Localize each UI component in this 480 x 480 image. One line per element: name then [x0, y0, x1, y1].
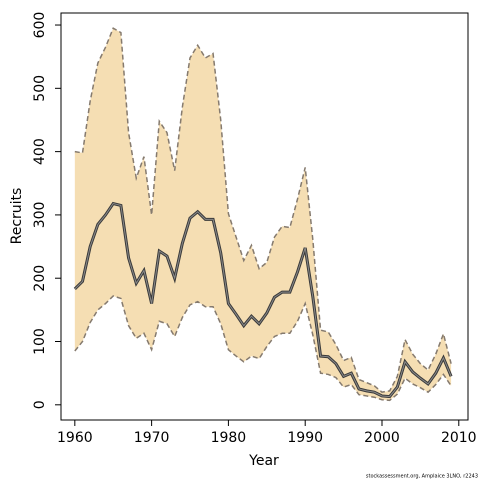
x-axis-label: Year — [248, 453, 279, 469]
plot-frame — [60, 12, 469, 421]
x-tick-label: 1980 — [211, 430, 247, 446]
x-tick-label: 2000 — [364, 430, 400, 446]
confidence-band — [74, 28, 452, 401]
y-tick-label: 300 — [32, 202, 48, 229]
x-tick-label: 1990 — [287, 430, 323, 446]
y-tick-label: 400 — [32, 138, 48, 165]
footnote: stockassessment.org, Amplaice 3LNO, r224… — [366, 474, 478, 480]
y-tick-label: 0 — [32, 400, 48, 409]
x-tick-label: 1970 — [134, 430, 170, 446]
y-axis-label: Recruits — [9, 188, 25, 245]
y-tick-label: 200 — [32, 265, 48, 292]
x-tick-label: 1960 — [57, 430, 93, 446]
lower-bound — [74, 295, 452, 402]
y-tick-label: 600 — [32, 12, 48, 39]
upper-bound — [74, 27, 452, 393]
y-tick-label: 100 — [32, 328, 48, 355]
x-tick-label: 2010 — [441, 430, 477, 446]
recruits-line-core — [74, 202, 452, 398]
y-tick-label: 500 — [32, 75, 48, 102]
